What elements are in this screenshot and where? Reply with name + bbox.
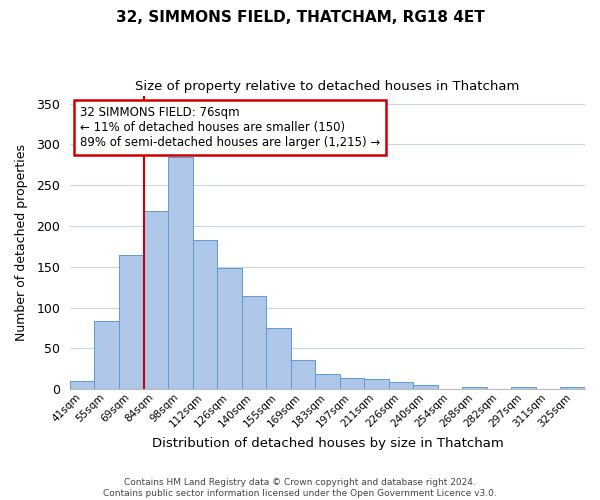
Title: Size of property relative to detached houses in Thatcham: Size of property relative to detached ho… xyxy=(135,80,520,93)
Bar xyxy=(413,385,438,389)
Bar xyxy=(364,379,389,389)
Bar xyxy=(94,320,119,389)
Bar xyxy=(119,254,143,389)
Y-axis label: Number of detached properties: Number of detached properties xyxy=(15,144,28,341)
Bar xyxy=(340,378,364,389)
Bar xyxy=(217,268,242,389)
Bar xyxy=(168,156,193,389)
Text: Contains HM Land Registry data © Crown copyright and database right 2024.
Contai: Contains HM Land Registry data © Crown c… xyxy=(103,478,497,498)
Bar xyxy=(315,374,340,389)
Bar xyxy=(266,328,290,389)
Text: 32, SIMMONS FIELD, THATCHAM, RG18 4ET: 32, SIMMONS FIELD, THATCHAM, RG18 4ET xyxy=(116,10,484,25)
Bar xyxy=(560,386,585,389)
Bar xyxy=(389,382,413,389)
Bar xyxy=(511,386,536,389)
Bar xyxy=(70,381,94,389)
Bar xyxy=(463,388,487,389)
Bar xyxy=(290,360,315,389)
Bar xyxy=(242,296,266,389)
Bar xyxy=(193,240,217,389)
Text: 32 SIMMONS FIELD: 76sqm
← 11% of detached houses are smaller (150)
89% of semi-d: 32 SIMMONS FIELD: 76sqm ← 11% of detache… xyxy=(80,106,380,149)
X-axis label: Distribution of detached houses by size in Thatcham: Distribution of detached houses by size … xyxy=(152,437,503,450)
Bar xyxy=(143,212,168,389)
